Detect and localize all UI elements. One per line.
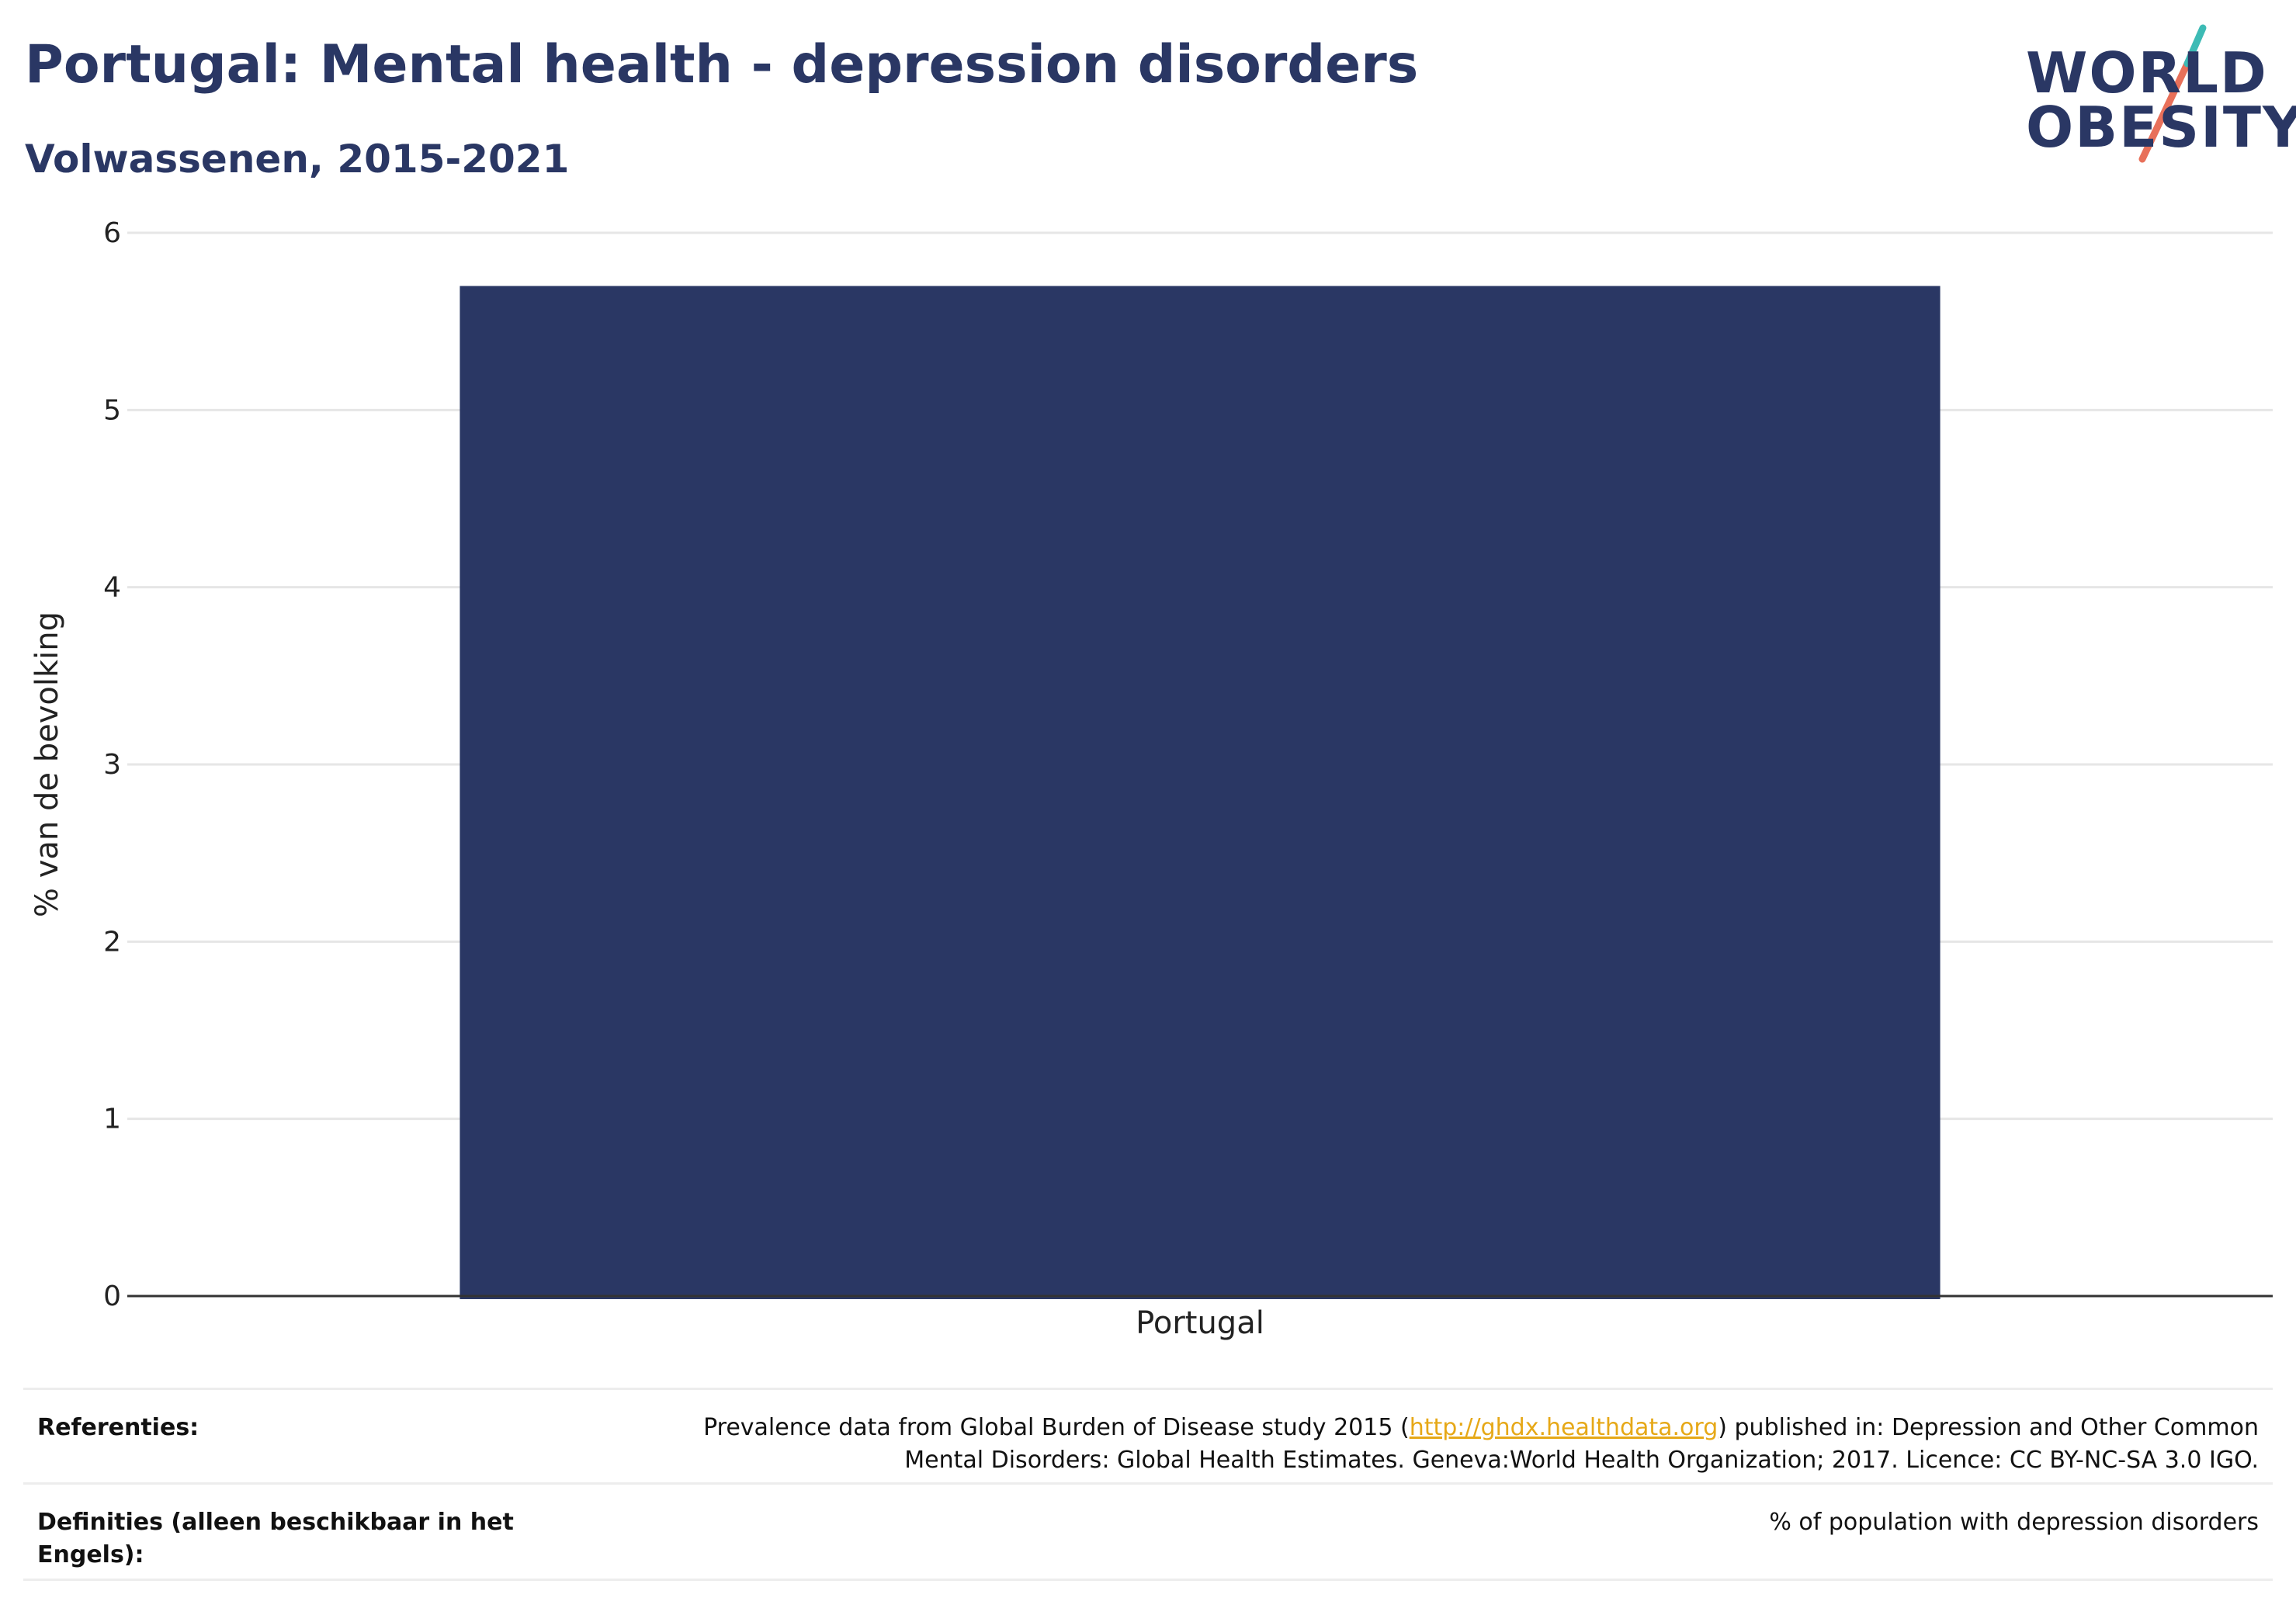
healthdata-link[interactable]: http://ghdx.healthdata.org: [1409, 1414, 1719, 1441]
logo-line-world: WORLD: [2026, 40, 2268, 106]
logo-slash-icon: [2138, 24, 2207, 163]
definitions-label: Definities (alleen beschikbaar in het En…: [37, 1509, 514, 1568]
y-tick-label: 4: [103, 572, 121, 604]
references-text-line2: Mental Disorders: Global Health Estimate…: [904, 1447, 2259, 1474]
y-tick-label: 3: [103, 749, 121, 781]
world-obesity-logo: WORLD OBESITY: [2026, 23, 2296, 163]
definitions-row: Definities (alleen beschikbaar in het En…: [23, 1482, 2273, 1581]
y-tick-label: 6: [103, 217, 121, 249]
references-text-start: Prevalence data from Global Burden of Di…: [703, 1414, 1410, 1441]
references-bottom-border: [23, 1579, 2273, 1582]
y-tick-label: 1: [103, 1104, 121, 1135]
bar-chart: 0 1 2 3 4 5 6 Portugal % van de bevolking: [29, 217, 2273, 1341]
references-text-end: ) published in: Depression and Other Com…: [1718, 1414, 2259, 1441]
logo-line-obesity: OBESITY: [2026, 95, 2296, 160]
y-tick-label: 2: [103, 926, 121, 958]
y-tick-label: 0: [103, 1281, 121, 1312]
y-tick-label: 5: [103, 394, 121, 426]
y-axis-title: % van de bevolking: [29, 612, 65, 917]
bars: [460, 286, 1941, 1299]
axes: 0 1 2 3 4 5 6 Portugal: [103, 217, 2273, 1341]
references-row: Referenties: Prevalence data from Global…: [23, 1388, 2273, 1485]
references-text: Prevalence data from Global Burden of Di…: [629, 1412, 2259, 1477]
definitions-text: % of population with depression disorder…: [1769, 1509, 2259, 1536]
references-label: Referenties:: [37, 1414, 199, 1441]
chart-title: Portugal: Mental health - depression dis…: [25, 34, 1419, 95]
bar: [460, 286, 1941, 1299]
chart-subtitle: Volwassenen, 2015-2021: [25, 137, 570, 182]
x-tick-label: Portugal: [1136, 1305, 1264, 1341]
